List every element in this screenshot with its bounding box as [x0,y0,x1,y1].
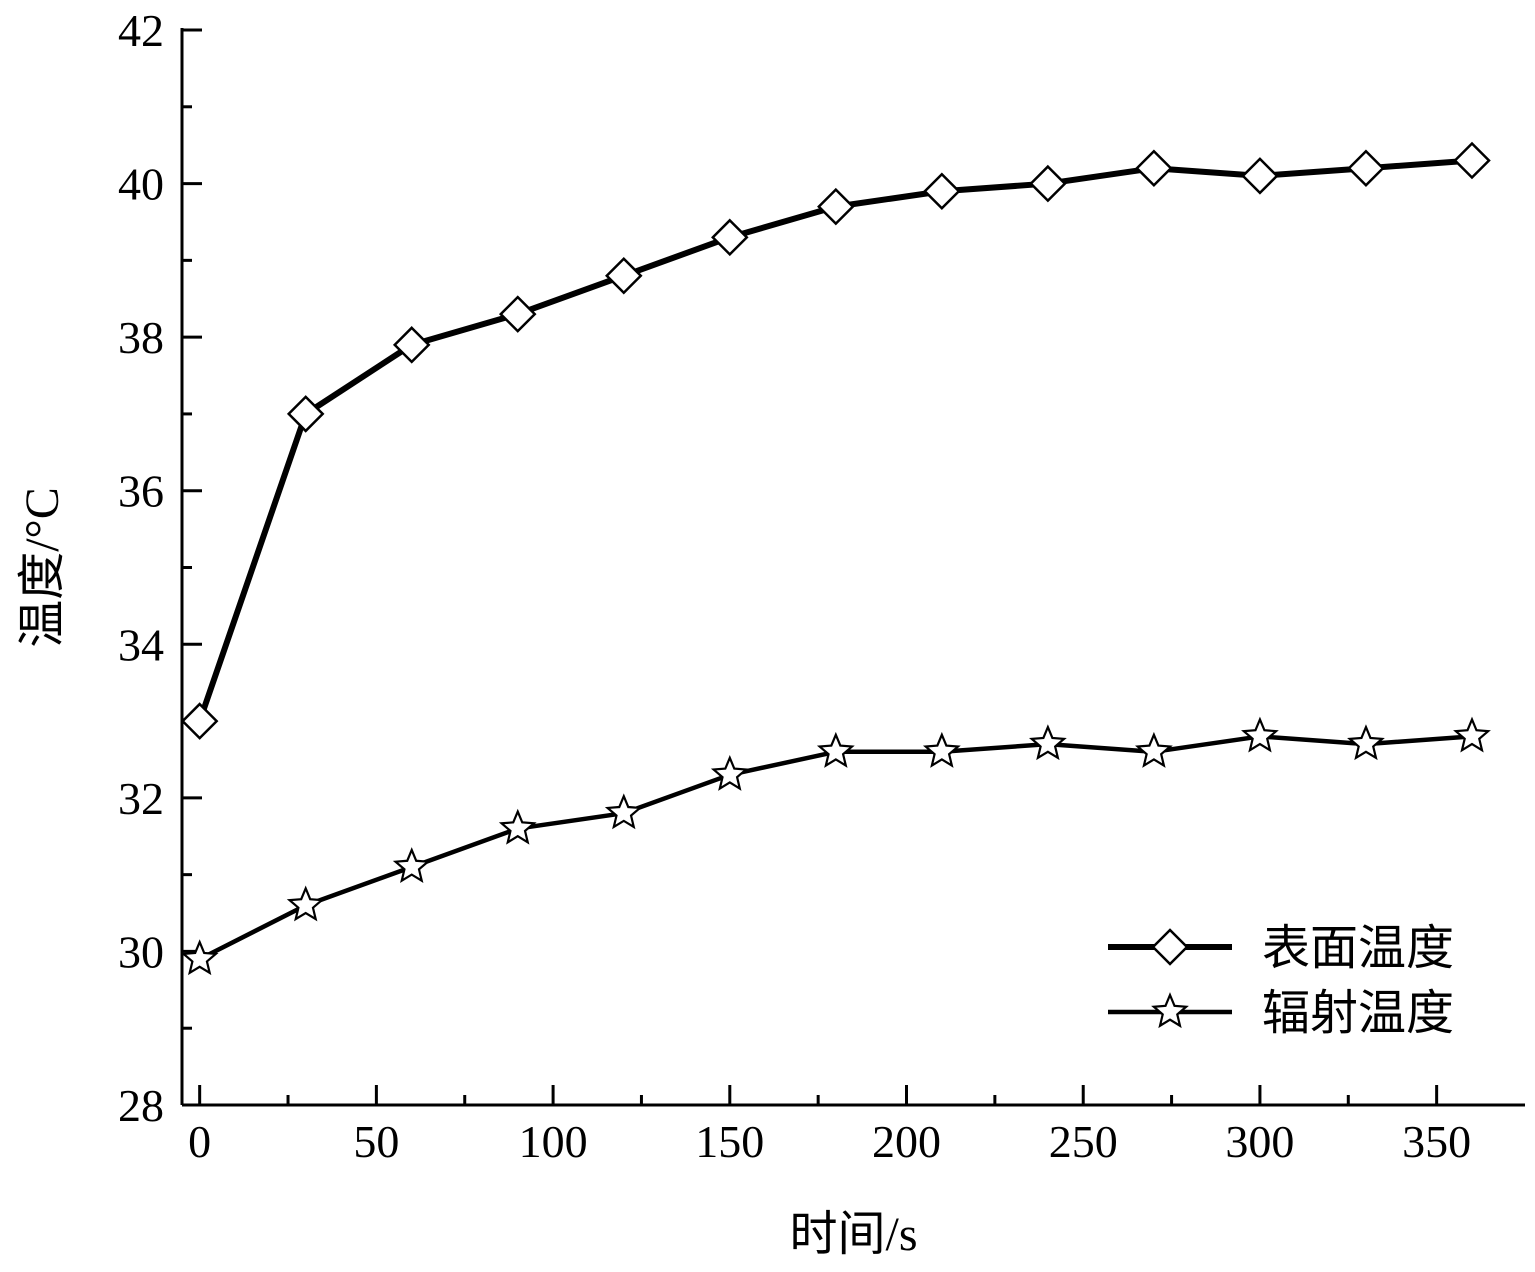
axes: 0 50 100 150 200 250 300 350 28 30 32 34 36 38 40 42 [118,5,1525,1167]
y-tick-label: 30 [118,926,164,977]
diamond-marker [1029,164,1067,203]
diamond-marker [1347,149,1385,187]
star-marker [498,808,537,845]
y-tick-label: 36 [118,466,164,517]
y-tick-label: 40 [118,159,164,210]
diamond-marker [711,218,749,257]
star-marker [710,754,749,791]
x-tick-label: 200 [872,1116,941,1167]
star-marker [1135,731,1173,768]
y-tick-label: 32 [118,773,164,824]
star-marker [1028,724,1067,761]
legend-label: 表面温度 [1262,922,1454,975]
diamond-marker [1453,141,1491,180]
diamond-marker [923,172,961,211]
diamond-marker [180,702,219,740]
star-marker [1151,992,1189,1029]
x-tick-label: 150 [695,1116,764,1167]
x-tick-label: 250 [1049,1116,1118,1167]
star-marker [1241,716,1279,753]
diamond-marker [605,256,643,295]
diamond-marker [286,395,325,433]
y-tick-label: 42 [118,5,164,56]
star-marker [392,847,431,884]
diamond-marker [1151,928,1189,966]
legend-entry-2: 辐射温度 [1108,987,1454,1040]
star-marker [180,939,219,976]
x-axis-title: 时间/s [789,1208,917,1261]
x-tick-label: 100 [519,1116,588,1167]
series-layer [180,141,1491,976]
diamond-marker [1135,149,1173,187]
star-marker [1453,716,1491,753]
diamond-marker [1241,157,1279,195]
series-1 [180,141,1491,740]
star-marker [816,731,855,768]
star-marker [922,731,961,768]
diamond-marker [817,187,855,226]
diamond-marker [392,326,431,364]
legend-label: 辐射温度 [1262,987,1454,1040]
y-tick-label: 38 [118,312,164,363]
star-marker [1347,724,1385,761]
x-tick-label: 50 [353,1116,399,1167]
y-tick-label: 34 [118,619,164,670]
y-axis-title: 温度/°C [16,487,69,648]
x-tick-label: 0 [188,1116,211,1167]
y-tick-label: 28 [118,1080,164,1131]
legend-entry-1: 表面温度 [1108,922,1454,975]
star-marker [286,885,325,922]
series-2 [180,716,1491,976]
star-marker [604,793,643,830]
diamond-marker [498,295,537,333]
series-line [196,157,1473,723]
x-tick-label: 300 [1225,1116,1294,1167]
x-tick-label: 350 [1402,1116,1471,1167]
